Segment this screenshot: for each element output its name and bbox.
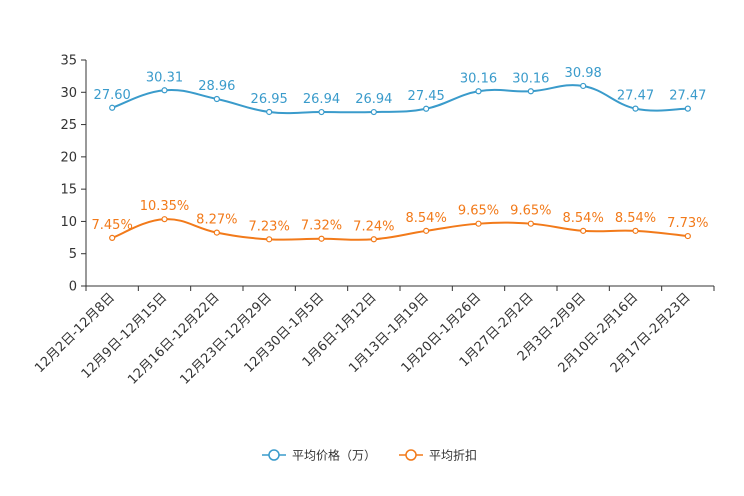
data-label: 7.73%: [667, 216, 708, 231]
data-label: 7.45%: [92, 218, 133, 233]
data-point: [266, 236, 273, 243]
legend: 平均价格（万） 平均折扣: [262, 448, 477, 463]
legend-label: 平均价格（万）: [292, 448, 376, 463]
x-tick-label: 12月16日-12月22日: [125, 290, 222, 387]
data-label: 30.16: [512, 71, 549, 86]
data-label: 7.24%: [353, 219, 394, 234]
data-point: [213, 95, 220, 103]
data-label: 8.54%: [406, 211, 447, 226]
data-label: 8.27%: [196, 213, 237, 228]
data-point: [423, 105, 430, 112]
x-axis: 12月2日-12月8日12月9日-12月15日12月16日-12月22日12月2…: [32, 285, 715, 388]
data-label: 28.96: [198, 79, 235, 94]
data-point: [527, 220, 534, 227]
data-point: [580, 227, 587, 234]
y-tick-label: 20: [60, 150, 77, 165]
data-label: 30.16: [460, 71, 497, 86]
y-tick-label: 30: [60, 86, 77, 101]
data-label: 8.54%: [615, 211, 656, 226]
series-line: [111, 218, 688, 241]
series-line: [111, 84, 688, 115]
x-tick-label: 12月23日-12月29日: [178, 290, 275, 387]
data-label: 8.54%: [563, 211, 604, 226]
series-0: 27.60 30.31 28.96 26.95 26.94 26.94 27.45 30.16…: [94, 66, 706, 116]
data-point: [370, 108, 377, 116]
data-point: [161, 216, 168, 223]
data-point: [684, 232, 691, 240]
y-tick-label: 10: [60, 215, 77, 230]
y-tick-label: 5: [69, 247, 77, 262]
legend-label: 平均折扣: [429, 448, 477, 463]
data-point: [318, 235, 325, 242]
data-label: 9.65%: [510, 204, 551, 219]
y-axis: 0 5 10 15 20 25 30 35: [60, 54, 87, 295]
y-tick-label: 0: [69, 280, 77, 295]
data-label: 30.98: [565, 66, 602, 81]
data-point: [161, 87, 168, 94]
data-label: 10.35%: [140, 199, 190, 214]
data-point: [370, 236, 377, 243]
series-1: 7.45% 10.35% 8.27% 7.23% 7.32% 7.24% 8.54% 9.65…: [92, 199, 708, 243]
legend-item-0: 平均价格（万）: [262, 448, 376, 463]
data-label: 26.94: [303, 92, 340, 107]
data-label: 26.94: [355, 92, 392, 107]
data-label: 27.47: [669, 89, 706, 104]
data-point: [632, 105, 639, 112]
data-point: [266, 108, 273, 116]
data-point: [109, 104, 116, 111]
data-point: [213, 229, 220, 236]
data-point: [475, 88, 482, 95]
data-label: 26.95: [251, 92, 288, 107]
y-tick-label: 15: [60, 183, 77, 198]
data-point: [684, 105, 691, 112]
data-label: 7.23%: [249, 219, 290, 234]
data-point: [475, 220, 482, 227]
data-label: 27.60: [94, 88, 131, 103]
data-label: 27.47: [617, 89, 654, 104]
data-point: [632, 227, 639, 234]
y-tick-label: 35: [60, 54, 77, 69]
legend-marker-icon: [268, 449, 280, 461]
data-label: 30.31: [146, 70, 183, 85]
data-point: [109, 234, 116, 241]
y-tick-label: 25: [60, 118, 77, 133]
data-point: [423, 227, 430, 234]
data-label: 7.32%: [301, 219, 342, 234]
series-layer: 27.60 30.31 28.96 26.95 26.94 26.94 27.45 30.16…: [92, 66, 708, 243]
data-point: [527, 88, 534, 95]
data-point: [318, 108, 325, 116]
legend-marker-icon: [405, 449, 417, 461]
data-point: [580, 82, 587, 90]
legend-item-1: 平均折扣: [399, 448, 477, 463]
data-label: 9.65%: [458, 204, 499, 219]
data-label: 27.45: [408, 89, 445, 104]
